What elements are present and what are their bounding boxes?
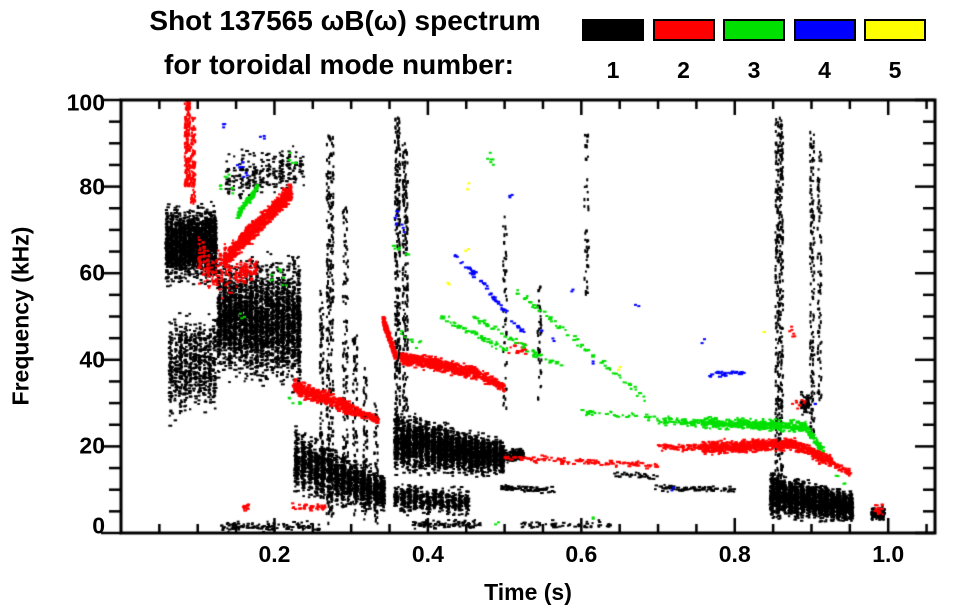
x-tick-label-0.6: 0.6 (565, 541, 598, 567)
y-tick-label-0: 0 (92, 512, 105, 539)
legend-mode-number-4: 4 (818, 57, 831, 83)
legend-mode-number-3: 3 (747, 57, 761, 83)
x-tick-label-1.0: 1.0 (872, 541, 905, 567)
x-tick-label-0.2: 0.2 (258, 541, 291, 567)
y-tick-label-40: 40 (79, 346, 105, 373)
x-axis-label: Time (s) (484, 579, 572, 605)
x-tick-label-0.4: 0.4 (411, 541, 444, 567)
y-axis-label: Frequency (kHz) (7, 226, 34, 406)
legend-swatch-n4 (793, 19, 856, 41)
legend-mode-number-2: 2 (677, 57, 690, 83)
chart-subtitle: for toroidal mode number: (164, 49, 514, 80)
chart-title: Shot 137565 ωB(ω) spectrum (149, 5, 541, 36)
legend-swatch-n1 (582, 19, 644, 41)
legend-swatch-n3 (723, 19, 785, 41)
y-tick-label-100: 100 (66, 89, 105, 116)
x-tick-label-0.8: 0.8 (718, 541, 751, 567)
legend-mode-number-5: 5 (888, 57, 902, 83)
legend-mode-number-1: 1 (606, 57, 620, 83)
y-tick-label-60: 60 (79, 259, 105, 286)
legend-swatch-n2 (652, 19, 715, 41)
y-tick-label-20: 20 (79, 432, 105, 459)
y-tick-label-80: 80 (79, 173, 105, 200)
legend-swatch-n5 (864, 19, 926, 41)
